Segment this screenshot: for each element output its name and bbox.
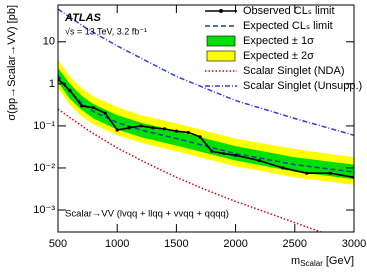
legend-label: Expected ± 1σ (243, 35, 314, 47)
data-point (328, 171, 332, 175)
band (58, 59, 354, 185)
y-tick-label: 10 (43, 36, 55, 48)
data-point (210, 149, 214, 153)
data-point (186, 130, 190, 135)
data-point (127, 126, 131, 130)
data-point (174, 129, 178, 133)
legend-label: Observed CLₛ limit (243, 5, 335, 17)
legend-label: Expected ± 2σ (243, 50, 314, 62)
x-tick-label: 3000 (342, 238, 366, 250)
energy-label: √s = 13 TeV, 3.2 fb⁻¹ (65, 26, 147, 36)
data-point (91, 106, 96, 110)
x-label-subscript: Scalar (300, 259, 323, 268)
channel-label: Scalar→VV (lvqq + llqq + vvqq + qqqq) (65, 209, 229, 220)
data-point (281, 166, 285, 170)
data-point (80, 104, 84, 108)
x-tick-label: 2500 (283, 238, 307, 250)
data-point (115, 128, 119, 132)
x-tick-label: 1000 (105, 238, 129, 250)
y-tick-label: 10⁻³ (33, 204, 55, 216)
data-point (234, 153, 238, 157)
x-label-unit: [GeV] (326, 255, 354, 267)
frame (57, 4, 355, 233)
x-tick-label: 500 (49, 238, 67, 250)
y-axis-label: σ(pp→Scalar→VV) [pb] (6, 5, 18, 121)
x-axis-label: mScalar [GeV] (291, 255, 354, 268)
legend-label: Scalar Singlet (Unsupp.) (243, 80, 362, 92)
legend-swatch (206, 50, 236, 62)
legend-marker (219, 9, 223, 13)
y-tick-label: 1 (49, 78, 55, 90)
y-tick-label: 10⁻¹ (33, 120, 55, 132)
data-point (151, 126, 155, 130)
x-tick-label: 2000 (223, 238, 247, 250)
x-tick-label: 1500 (164, 238, 188, 250)
legend-label: Expected CLₛ limit (243, 20, 333, 32)
legend-swatch (206, 35, 236, 47)
data-point (103, 111, 107, 115)
data-point (162, 127, 167, 131)
data-point (305, 171, 309, 175)
series-line (58, 8, 354, 136)
data-point (257, 158, 261, 163)
y-tick-label: 10⁻² (33, 162, 55, 174)
x-label-symbol: m (291, 255, 300, 267)
atlas-label: ATLAS (64, 12, 102, 24)
data-point (68, 88, 72, 92)
data-point (222, 151, 226, 156)
plot-area (58, 8, 354, 232)
data-point (198, 135, 202, 139)
data-point (139, 124, 143, 128)
series-line (58, 108, 324, 232)
legend-label: Scalar Singlet (NDA) (243, 65, 344, 77)
